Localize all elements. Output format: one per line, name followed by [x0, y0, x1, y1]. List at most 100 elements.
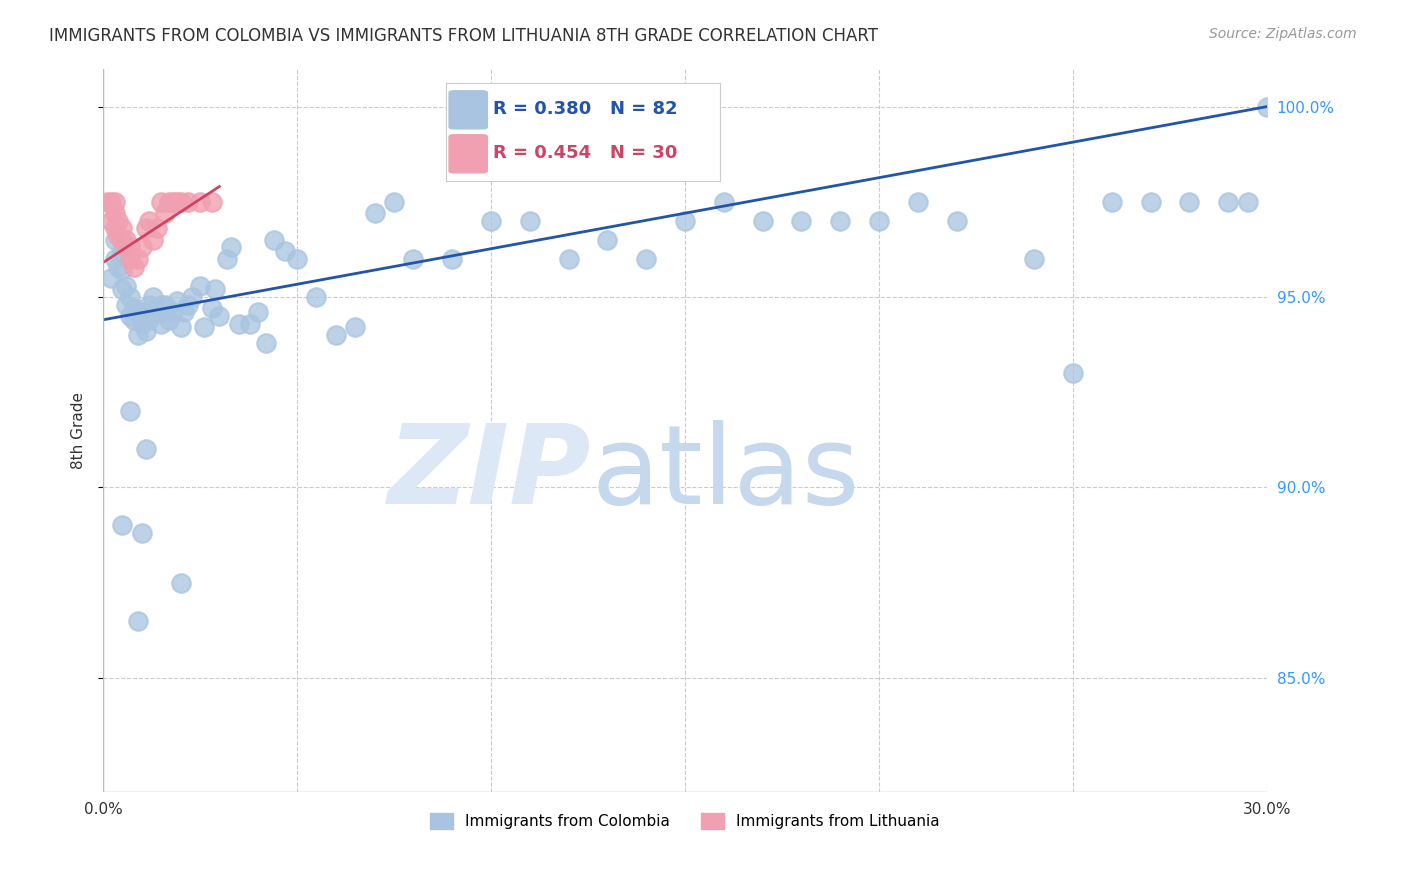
Point — [142, 233, 165, 247]
Point — [111, 282, 134, 296]
Point — [100, 271, 122, 285]
Y-axis label: 8th Grade: 8th Grade — [72, 392, 86, 468]
Point — [107, 260, 129, 274]
Point — [166, 293, 188, 308]
Point — [131, 526, 153, 541]
Point — [162, 194, 184, 209]
Point — [274, 244, 297, 259]
Point — [382, 194, 405, 209]
Point — [751, 214, 773, 228]
Point — [263, 233, 285, 247]
Point — [146, 301, 169, 316]
Point — [115, 240, 138, 254]
Point — [127, 305, 149, 319]
Point — [122, 313, 145, 327]
Point — [103, 221, 125, 235]
Point — [138, 214, 160, 228]
Point — [150, 297, 173, 311]
Point — [111, 518, 134, 533]
Point — [142, 305, 165, 319]
Point — [131, 305, 153, 319]
Point — [120, 404, 142, 418]
Point — [363, 206, 385, 220]
Point — [188, 278, 211, 293]
Text: Source: ZipAtlas.com: Source: ZipAtlas.com — [1209, 27, 1357, 41]
Point — [208, 309, 231, 323]
Point — [636, 252, 658, 266]
Point — [122, 260, 145, 274]
Point — [107, 214, 129, 228]
Point — [402, 252, 425, 266]
Point — [1236, 194, 1258, 209]
Point — [519, 214, 541, 228]
Point — [193, 320, 215, 334]
Point — [120, 309, 142, 323]
Point — [344, 320, 367, 334]
Point — [169, 194, 191, 209]
Point — [103, 252, 125, 266]
Point — [115, 278, 138, 293]
Point — [131, 317, 153, 331]
Point — [150, 317, 173, 331]
Point — [830, 214, 852, 228]
Point — [596, 233, 619, 247]
Point — [166, 194, 188, 209]
Point — [1139, 194, 1161, 209]
Point — [907, 194, 929, 209]
Point — [150, 194, 173, 209]
Point — [120, 252, 142, 266]
Point — [103, 206, 125, 220]
Point — [127, 328, 149, 343]
Point — [153, 206, 176, 220]
Point — [305, 290, 328, 304]
Point — [169, 575, 191, 590]
Point — [103, 194, 125, 209]
Point — [1024, 252, 1046, 266]
Point — [1178, 194, 1201, 209]
Point — [169, 320, 191, 334]
Point — [162, 305, 184, 319]
Point — [127, 614, 149, 628]
Point — [557, 252, 579, 266]
Point — [479, 214, 502, 228]
Point — [188, 194, 211, 209]
Text: IMMIGRANTS FROM COLOMBIA VS IMMIGRANTS FROM LITHUANIA 8TH GRADE CORRELATION CHAR: IMMIGRANTS FROM COLOMBIA VS IMMIGRANTS F… — [49, 27, 879, 45]
Point — [96, 194, 118, 209]
Point — [285, 252, 308, 266]
Text: atlas: atlas — [592, 420, 860, 527]
Point — [115, 297, 138, 311]
Point — [173, 305, 195, 319]
Point — [153, 305, 176, 319]
Point — [120, 290, 142, 304]
Point — [441, 252, 464, 266]
Point — [135, 324, 157, 338]
Point — [868, 214, 890, 228]
Point — [200, 194, 222, 209]
Point — [247, 305, 270, 319]
Point — [122, 301, 145, 316]
Point — [153, 297, 176, 311]
Point — [204, 282, 226, 296]
Point — [127, 252, 149, 266]
Point — [1218, 194, 1240, 209]
Point — [100, 214, 122, 228]
Point — [177, 297, 200, 311]
Point — [1256, 100, 1278, 114]
Point — [135, 442, 157, 457]
Point — [111, 221, 134, 235]
Point — [111, 263, 134, 277]
Point — [107, 229, 129, 244]
Point — [120, 240, 142, 254]
Point — [1062, 366, 1084, 380]
Point — [157, 313, 180, 327]
Point — [673, 214, 696, 228]
Legend: Immigrants from Colombia, Immigrants from Lithuania: Immigrants from Colombia, Immigrants fro… — [425, 806, 946, 835]
Point — [103, 233, 125, 247]
Point — [177, 194, 200, 209]
Point — [111, 233, 134, 247]
Point — [146, 221, 169, 235]
Point — [790, 214, 813, 228]
Point — [254, 335, 277, 350]
Point — [217, 252, 239, 266]
Point — [200, 301, 222, 316]
